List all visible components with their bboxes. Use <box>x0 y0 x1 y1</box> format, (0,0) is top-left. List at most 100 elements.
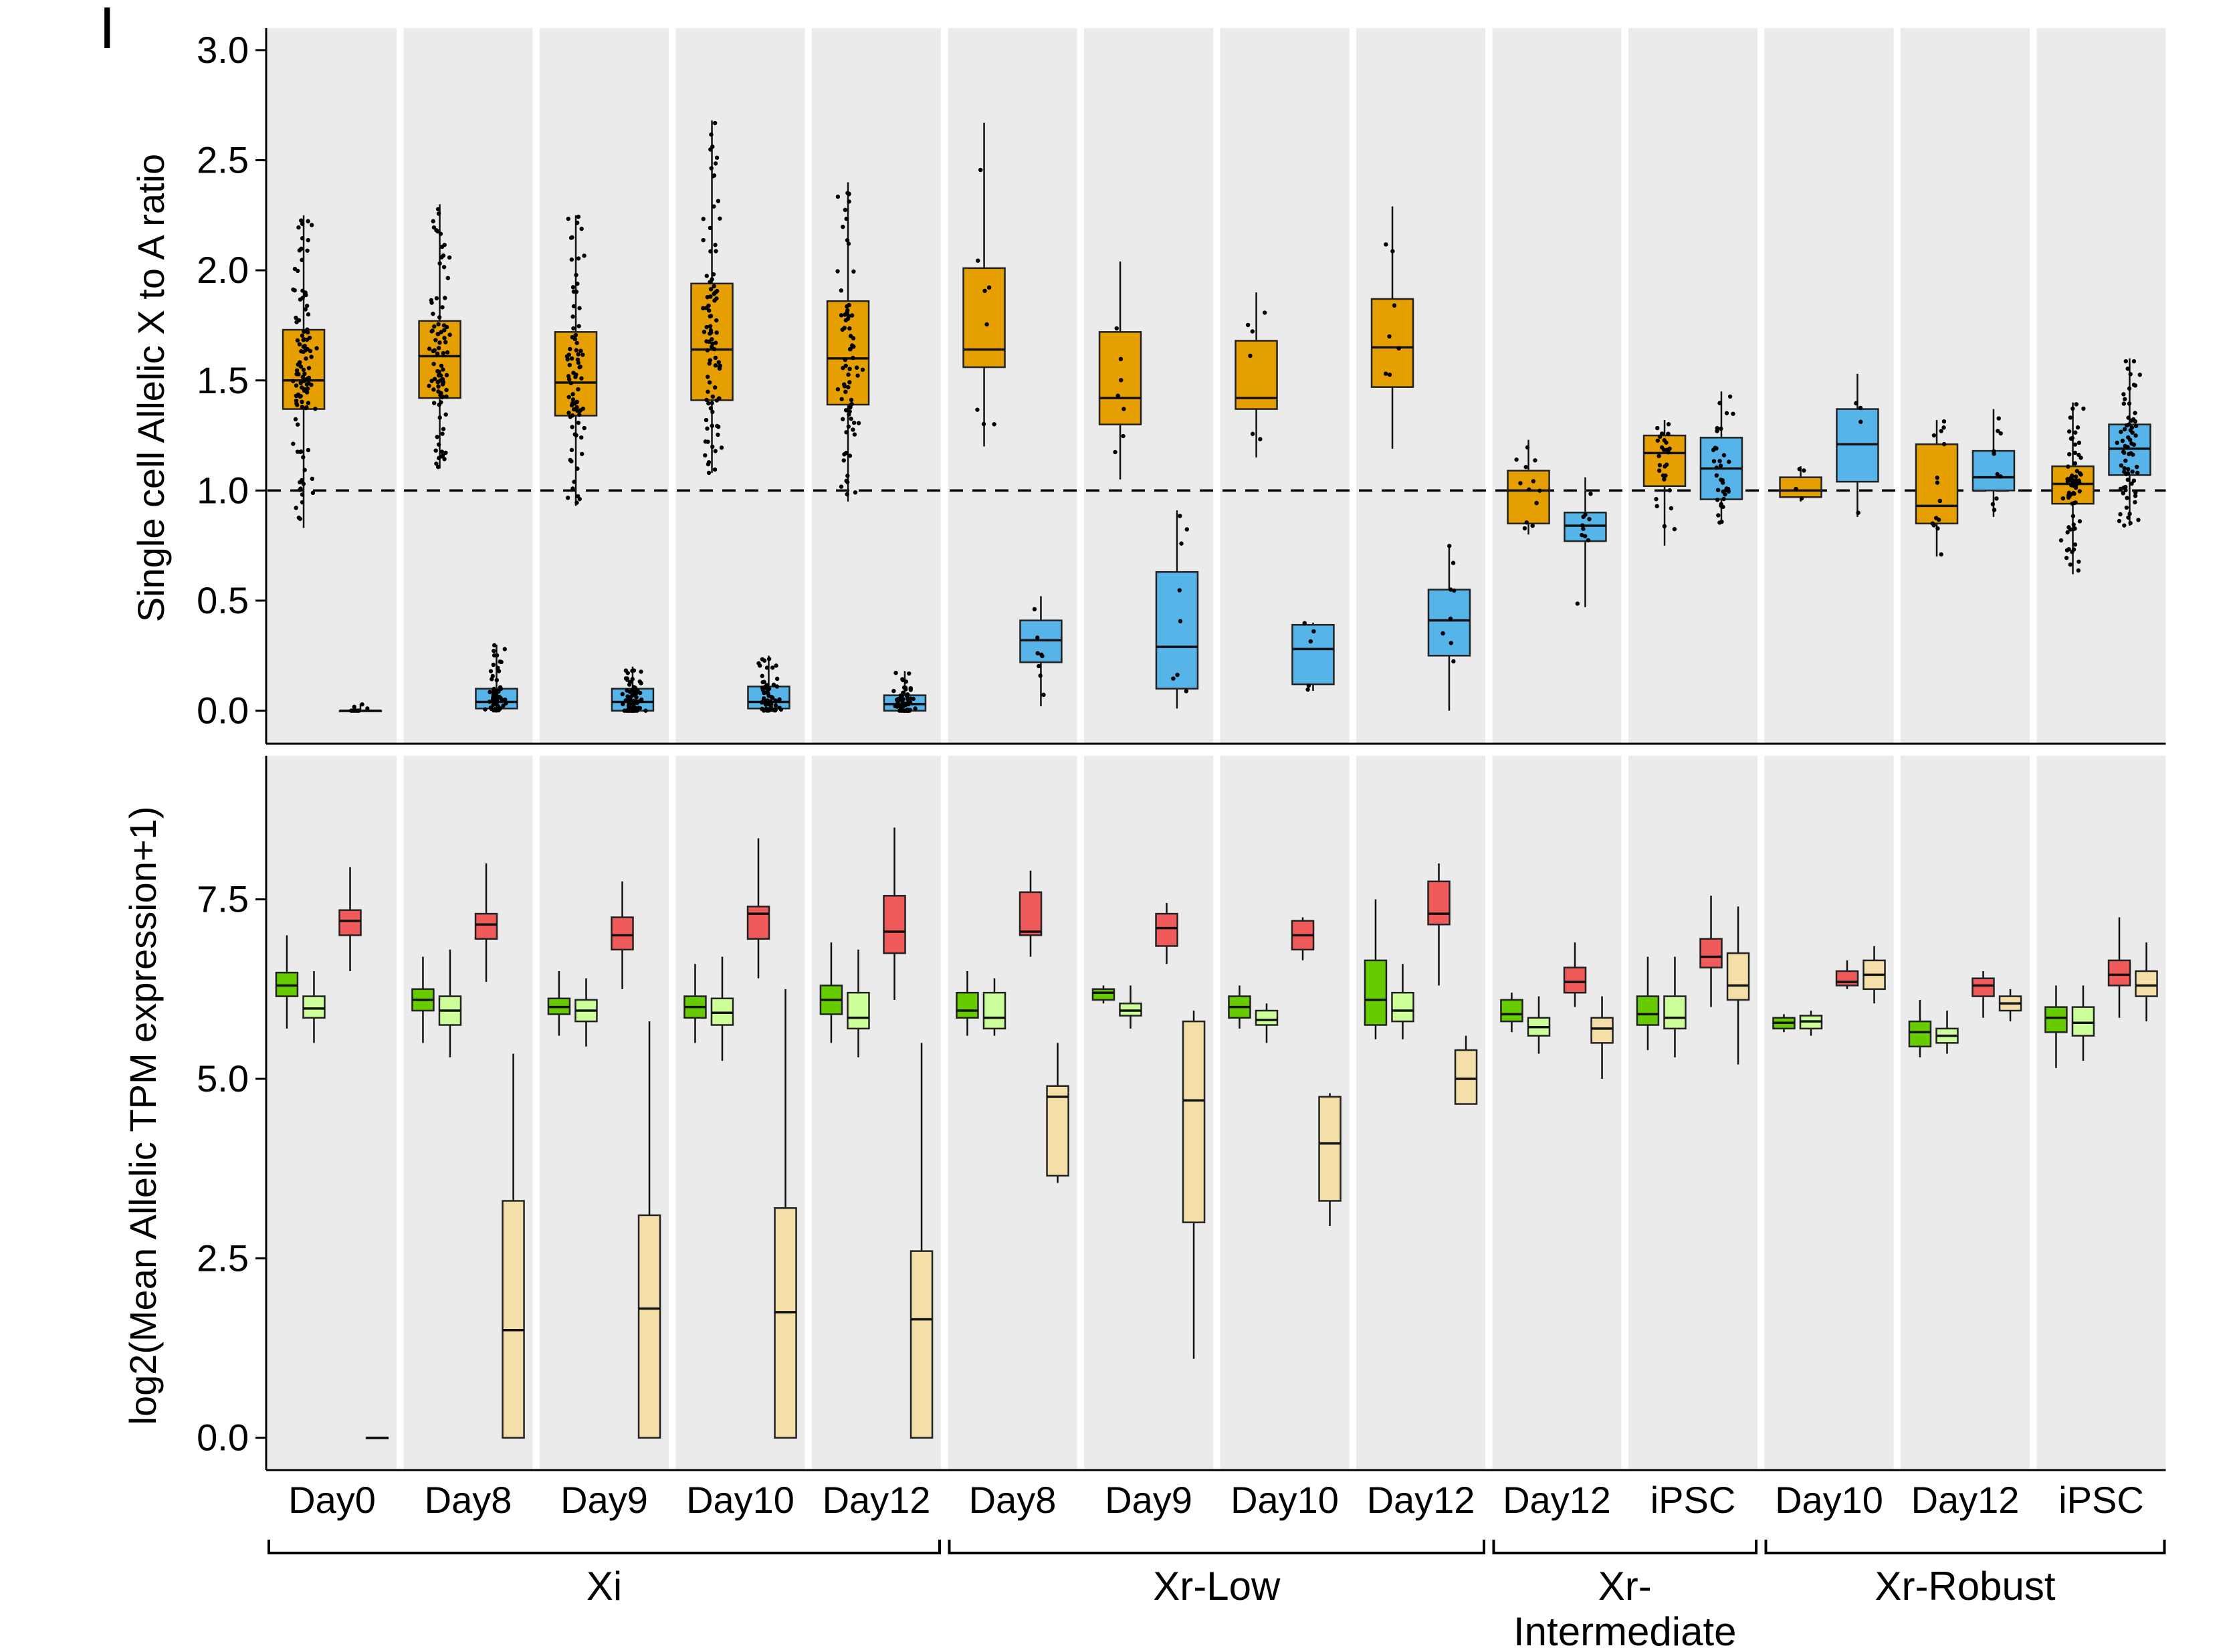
top-data-point <box>438 231 443 236</box>
top-data-point <box>570 235 574 240</box>
top-data-point <box>2072 492 2076 496</box>
top-data-point <box>2068 492 2073 497</box>
top-data-point <box>2075 425 2081 430</box>
top-data-point <box>1245 322 1251 328</box>
top-data-point <box>573 332 578 338</box>
top-data-point <box>441 427 446 431</box>
top-data-point <box>2123 488 2128 493</box>
top-data-point <box>847 199 851 204</box>
top-data-point <box>504 701 508 706</box>
top-data-point <box>435 369 440 374</box>
top-data-point <box>851 427 855 432</box>
top-data-point <box>487 699 492 704</box>
top-data-point <box>716 432 720 437</box>
top-data-point <box>1998 431 2003 436</box>
top-data-point <box>1672 526 1677 532</box>
top-data-point <box>634 695 639 700</box>
top-data-point <box>1113 449 1117 455</box>
top-data-point <box>2070 406 2075 411</box>
top-data-point <box>705 348 710 352</box>
top-data-point <box>766 656 772 661</box>
top-data-point <box>703 453 708 458</box>
top-data-point <box>352 704 356 710</box>
top-data-point <box>1250 329 1255 334</box>
top-data-point <box>431 311 435 316</box>
bottom-box <box>1091 988 1115 1001</box>
top-data-point <box>2129 481 2134 486</box>
top-data-point <box>1035 651 1040 655</box>
top-data-point <box>294 315 298 320</box>
top-data-point <box>1663 473 1668 478</box>
bottom-box <box>1699 938 1723 968</box>
top-data-point <box>435 332 441 336</box>
top-data-point <box>306 312 311 317</box>
top-data-point <box>496 669 502 674</box>
group-bracket <box>268 1540 941 1554</box>
top-data-point <box>2121 392 2126 397</box>
top-data-point <box>437 261 442 266</box>
top-data-point <box>442 457 447 461</box>
top-data-point <box>701 237 706 243</box>
top-data-point <box>1664 462 1669 467</box>
top-data-point <box>365 706 370 711</box>
top-data-point <box>1655 504 1659 509</box>
top-data-point <box>1939 552 1943 557</box>
top-data-point <box>569 356 574 361</box>
top-data-point <box>431 348 436 354</box>
top-data-point <box>572 336 578 342</box>
top-data-point <box>842 384 847 389</box>
top-data-point <box>843 408 849 413</box>
x-category-label: Day12 <box>1911 1479 2020 1521</box>
top-data-point <box>899 704 904 709</box>
top-data-point <box>1039 652 1044 657</box>
top-data-point <box>1719 426 1723 431</box>
top-data-point <box>1533 458 1537 463</box>
top-data-point <box>2131 383 2137 387</box>
x-category-label: Day10 <box>1775 1479 1883 1521</box>
top-data-point <box>302 468 307 472</box>
top-data-point <box>719 445 724 450</box>
x-category-label: Day0 <box>288 1479 376 1521</box>
top-data-point <box>440 431 445 436</box>
top-data-point <box>2133 419 2137 424</box>
top-data-point <box>1248 353 1253 358</box>
top-data-point <box>843 312 847 317</box>
top-data-point <box>300 288 305 293</box>
top-data-point <box>2071 547 2076 552</box>
top-data-point <box>1727 394 1733 399</box>
top-data-point <box>851 336 856 340</box>
top-box <box>1291 623 1335 686</box>
top-data-point <box>498 659 502 664</box>
bottom-box <box>1636 995 1660 1026</box>
top-data-point <box>301 337 306 342</box>
top-data-point <box>2077 489 2082 494</box>
bottom-box <box>2071 1006 2095 1037</box>
top-data-point <box>570 425 574 429</box>
top-data-point <box>300 236 305 241</box>
top-y-tick-label: 1.5 <box>197 359 249 401</box>
top-data-point <box>1588 492 1593 496</box>
top-data-point <box>1032 607 1037 612</box>
top-data-point <box>2136 518 2141 522</box>
top-data-point <box>1118 356 1124 362</box>
top-data-point <box>1657 468 1662 473</box>
top-data-point <box>2120 438 2125 443</box>
top-data-point <box>1122 407 1126 411</box>
top-data-point <box>1723 488 1729 493</box>
top-data-point <box>442 328 447 332</box>
top-data-point <box>444 324 449 330</box>
top-data-point <box>901 697 905 702</box>
top-data-point <box>764 665 770 670</box>
top-data-point <box>1250 431 1255 436</box>
top-data-point <box>434 228 439 233</box>
top-data-point <box>835 194 841 199</box>
top-chart-facets <box>268 28 2166 744</box>
top-data-point <box>1441 631 1445 636</box>
top-data-point <box>844 430 849 435</box>
top-data-point <box>705 426 710 431</box>
top-data-point <box>845 480 850 485</box>
top-data-point <box>1935 476 1939 480</box>
top-data-point <box>2129 441 2134 446</box>
top-data-point <box>572 480 576 484</box>
top-data-point <box>708 249 713 253</box>
